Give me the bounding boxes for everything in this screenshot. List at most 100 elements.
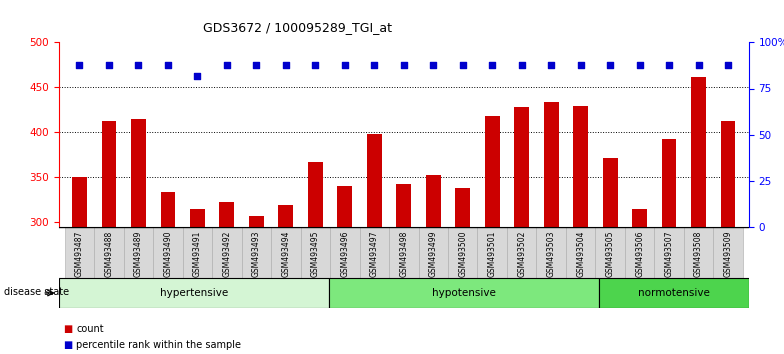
Text: disease state: disease state (4, 287, 69, 297)
Text: GSM493501: GSM493501 (488, 231, 497, 277)
Point (604, 62, 616, 67)
Bar (477, 227, 507, 278)
Bar (419, 227, 448, 278)
Bar (102, 121, 116, 227)
Bar (625, 227, 655, 278)
Text: GSM493503: GSM493503 (546, 231, 556, 277)
Text: GSM493491: GSM493491 (193, 231, 201, 277)
Point (103, 62, 115, 67)
Bar (161, 193, 176, 227)
Text: GSM493507: GSM493507 (665, 231, 673, 277)
Text: GSM493499: GSM493499 (429, 231, 437, 277)
Point (73, 62, 85, 67)
Point (692, 62, 705, 67)
Bar (153, 227, 183, 278)
Point (162, 62, 174, 67)
Bar (536, 227, 566, 278)
Bar (655, 227, 684, 278)
Bar (131, 119, 146, 227)
Bar (271, 227, 300, 278)
Bar (544, 102, 558, 227)
Text: GSM493504: GSM493504 (576, 231, 585, 277)
Bar (426, 175, 441, 227)
Text: GSM493509: GSM493509 (724, 231, 732, 277)
Bar (124, 227, 153, 278)
Bar (190, 210, 205, 227)
Point (339, 62, 351, 67)
Bar (566, 227, 595, 278)
Point (397, 62, 410, 67)
Point (220, 62, 233, 67)
Point (545, 62, 557, 67)
Text: GSM493505: GSM493505 (606, 231, 615, 277)
Bar (456, 188, 470, 227)
Bar (183, 227, 212, 278)
Text: GSM493492: GSM493492 (223, 231, 231, 277)
Bar (308, 162, 323, 227)
Bar (603, 158, 618, 227)
Point (132, 62, 145, 67)
Bar (448, 227, 477, 278)
Bar (389, 227, 419, 278)
Bar (595, 227, 625, 278)
Bar (573, 106, 588, 227)
Text: GSM493500: GSM493500 (458, 231, 467, 277)
Text: GSM493490: GSM493490 (163, 231, 172, 277)
Bar (212, 227, 241, 278)
Bar (241, 227, 271, 278)
Text: normotensive: normotensive (638, 288, 710, 298)
Bar (514, 107, 529, 227)
Bar (713, 227, 742, 278)
Point (309, 62, 321, 67)
Bar (485, 116, 499, 227)
Point (662, 62, 675, 67)
Text: hypertensive: hypertensive (160, 288, 228, 298)
Text: GSM493496: GSM493496 (340, 231, 350, 277)
Bar (662, 139, 677, 227)
Bar (220, 202, 234, 227)
Text: GSM493487: GSM493487 (75, 231, 84, 277)
Bar (249, 216, 263, 227)
Text: GSM493495: GSM493495 (310, 231, 320, 277)
Text: GSM493488: GSM493488 (104, 231, 114, 277)
Bar (720, 121, 735, 227)
Text: GSM493498: GSM493498 (399, 231, 408, 277)
Point (486, 62, 499, 67)
Text: ■: ■ (63, 324, 72, 334)
Text: GSM493497: GSM493497 (370, 231, 379, 277)
Bar (72, 177, 87, 227)
Point (515, 62, 528, 67)
Bar (632, 210, 647, 227)
Bar (360, 227, 389, 278)
Text: GSM493506: GSM493506 (635, 231, 644, 277)
Text: ■: ■ (63, 340, 72, 350)
Bar (691, 76, 706, 227)
Bar (65, 227, 94, 278)
Bar (507, 227, 536, 278)
Text: GSM493489: GSM493489 (134, 231, 143, 277)
Text: GSM493494: GSM493494 (281, 231, 290, 277)
Bar (599, 278, 749, 308)
Text: GSM493502: GSM493502 (517, 231, 526, 277)
Bar (278, 205, 293, 227)
Bar (684, 227, 713, 278)
Text: GSM493493: GSM493493 (252, 231, 261, 277)
Text: GSM493508: GSM493508 (694, 231, 703, 277)
Text: hypotensive: hypotensive (432, 288, 495, 298)
Point (456, 62, 469, 67)
Point (191, 73, 204, 79)
Text: percentile rank within the sample: percentile rank within the sample (76, 340, 241, 350)
Point (427, 62, 440, 67)
Point (250, 62, 263, 67)
Bar (300, 227, 330, 278)
Text: count: count (76, 324, 103, 334)
Point (575, 62, 587, 67)
Point (633, 62, 646, 67)
Point (280, 62, 292, 67)
Bar (59, 278, 328, 308)
Bar (94, 227, 124, 278)
Point (368, 62, 380, 67)
Bar (337, 186, 352, 227)
Bar (328, 278, 599, 308)
Bar (367, 134, 382, 227)
